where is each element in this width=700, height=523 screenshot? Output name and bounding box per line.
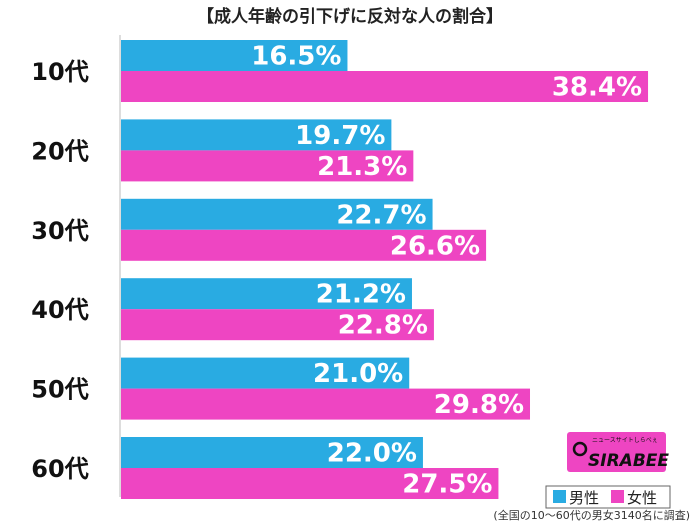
legend: 男性 女性: [545, 485, 671, 509]
data-label: 21.0%: [313, 359, 403, 389]
bar-female: [121, 229, 487, 261]
data-label: 21.2%: [316, 280, 406, 310]
chart-title: 【成人年齢の引下げに反対な人の割合】: [197, 6, 503, 27]
bar-male: [121, 278, 412, 310]
sirabee-logo: ニュースサイトしらべぇ SIRABEE: [567, 432, 669, 472]
data-label: 27.5%: [402, 470, 492, 500]
bar-male: [121, 198, 433, 230]
bar-male: [121, 357, 410, 389]
data-label: 16.5%: [251, 42, 341, 72]
footnote: (全国の10〜60代の男女3140名に調査): [493, 508, 690, 522]
legend-swatch-male: [553, 490, 566, 503]
logo-tagline: ニュースサイトしらべぇ: [592, 437, 658, 444]
legend-swatch-female: [611, 490, 624, 503]
category-label: 20代: [31, 137, 88, 165]
data-label: 22.7%: [336, 200, 426, 230]
legend-label-female: 女性: [627, 489, 657, 507]
bar-female: [121, 468, 499, 499]
data-label: 38.4%: [552, 73, 642, 103]
category-label: 60代: [31, 455, 88, 483]
sirabee-logo-icon: [572, 441, 588, 457]
category-labels: 10代 20代 30代 40代 50代 60代: [31, 58, 88, 483]
data-label: 21.3%: [317, 152, 407, 182]
category-label: 10代: [31, 58, 88, 86]
data-label: 22.0%: [327, 439, 417, 469]
bars-group: 16.5% 38.4% 19.7%21.3% 22.7%26.6% 21.2%22.8%…: [121, 40, 649, 500]
bar-female: [121, 150, 414, 182]
logo-text: SIRABEE: [588, 451, 669, 471]
data-label: 29.8%: [434, 390, 524, 420]
category-label: 30代: [31, 217, 88, 245]
logo-badge: [567, 432, 666, 472]
bar-female: [121, 388, 531, 420]
bar-male: [121, 40, 348, 71]
data-label: 26.6%: [390, 231, 480, 261]
bar-female: [121, 309, 434, 341]
bar-male: [121, 437, 423, 468]
legend-label-male: 男性: [569, 489, 599, 507]
legend-box: [545, 485, 671, 509]
data-label: 19.7%: [295, 121, 385, 151]
bar-female: [121, 71, 649, 102]
category-label: 50代: [31, 376, 88, 404]
data-label: 22.8%: [338, 311, 428, 341]
category-label: 40代: [31, 296, 88, 324]
bar-male: [121, 119, 392, 151]
